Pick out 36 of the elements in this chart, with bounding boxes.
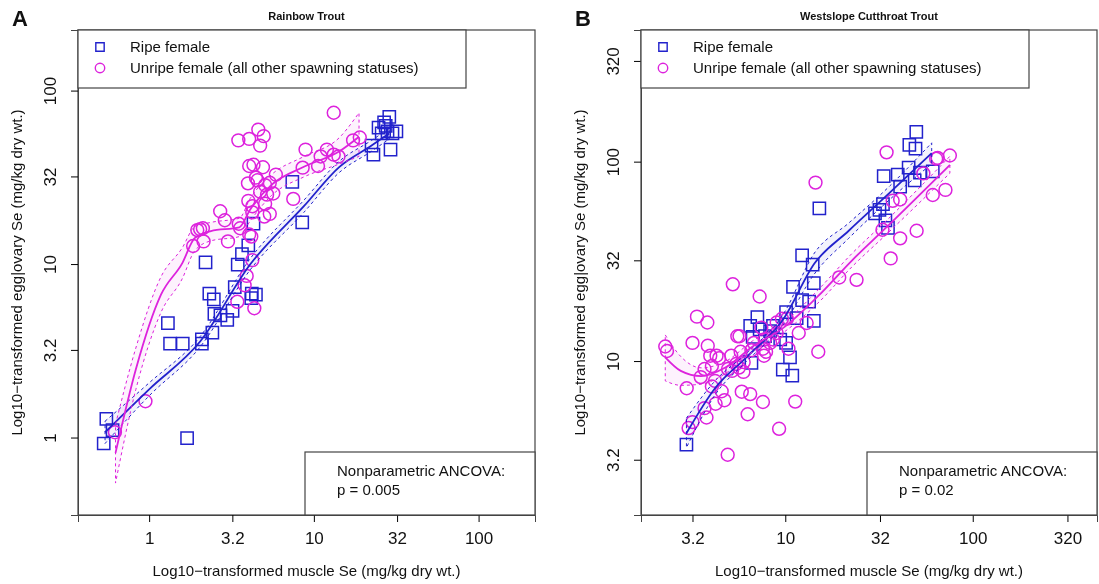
- y-axis-title: Log10−transformed egg|ovary Se (mg/kg dry wt.): [571, 109, 588, 436]
- x-tick-label: 10: [776, 528, 796, 548]
- annotation: Nonparametric ANCOVA:: [899, 462, 1068, 479]
- x-axis-title: Log10−transformed muscle Se (mg/kg dry wt.): [714, 562, 1024, 579]
- text: A: [12, 6, 28, 31]
- y-tick-label: 1: [41, 433, 60, 443]
- x-tick-label: 3.2: [681, 528, 705, 548]
- annotation: Nonparametric ANCOVA:: [337, 462, 506, 479]
- annotation: p = 0.005: [337, 481, 400, 498]
- y-tick-label: 32: [604, 251, 623, 271]
- annotation: p = 0.02: [899, 481, 954, 498]
- x-axis-title: Log10−transformed muscle Se (mg/kg dry wt.): [152, 562, 461, 579]
- legend-label: Unripe female (all other spawning statuses): [693, 59, 982, 76]
- text: B: [575, 6, 591, 31]
- x-tick-label: 100: [464, 528, 494, 548]
- chart-title: Rainbow Trout: [268, 10, 346, 22]
- legend-label: Ripe female: [693, 38, 774, 55]
- x-tick-label: 100: [959, 528, 988, 548]
- y-tick-label: 3.2: [604, 448, 623, 473]
- x-tick-label: 1: [144, 528, 155, 548]
- y-tick-label: 10: [604, 352, 623, 372]
- y-tick-label: 320: [604, 47, 623, 76]
- y-tick-label: 3.2: [41, 338, 60, 363]
- y-axis-title: Log10−transformed egg|ovary Se (mg/kg dry wt.): [8, 109, 25, 436]
- y-tick-label: 10: [41, 255, 60, 275]
- x-tick-label: 32: [871, 528, 890, 548]
- y-tick-label: 100: [41, 76, 60, 106]
- legend-label: Ripe female: [130, 38, 211, 55]
- x-tick-label: 32: [388, 528, 408, 548]
- y-tick-label: 100: [604, 147, 623, 177]
- x-tick-label: 3.2: [221, 528, 245, 548]
- chart-title: Westslope Cutthroat Trout: [800, 10, 939, 22]
- x-tick-label: 10: [304, 528, 324, 548]
- legend-label: Unripe female (all other spawning statuses): [130, 59, 419, 76]
- x-tick-label: 320: [1053, 528, 1083, 548]
- y-tick-label: 32: [41, 167, 60, 187]
